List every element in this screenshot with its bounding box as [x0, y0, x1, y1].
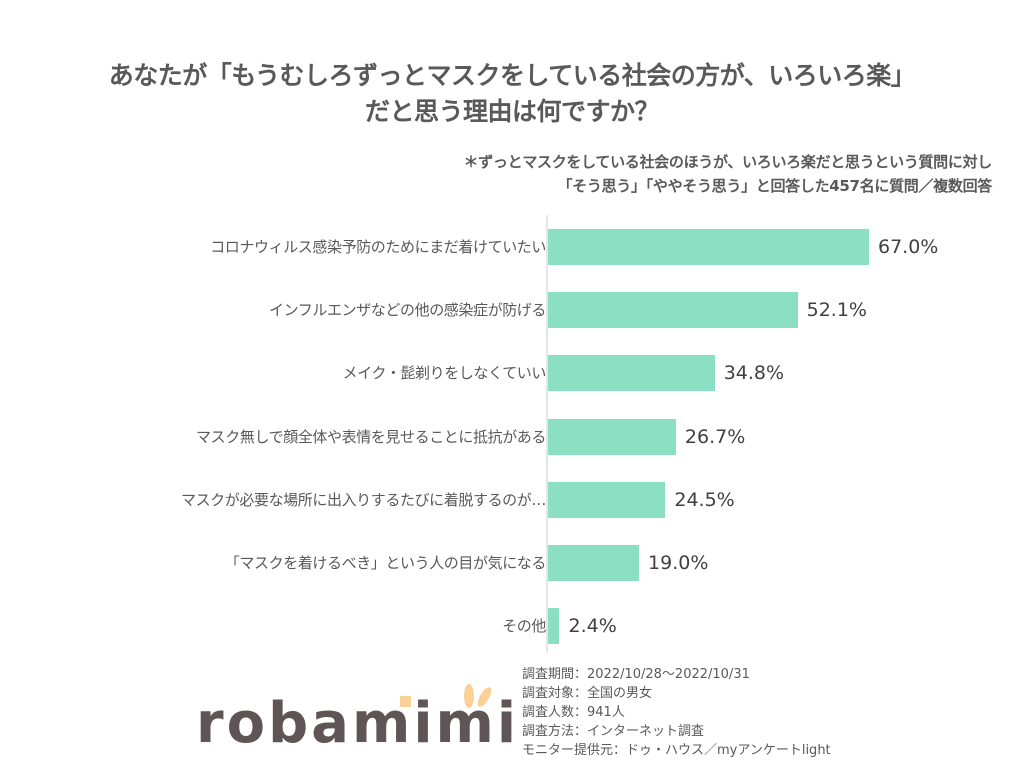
- bar: [548, 229, 869, 265]
- chart-row: その他 2.4%: [0, 608, 1024, 645]
- category-label: マスク無しで顔全体や表情を見せることに抵抗がある: [196, 427, 546, 446]
- chart-row: マスクが必要な場所に出入りするたびに着脱するのが… 24.5%: [0, 481, 1024, 518]
- value-label: 34.8%: [723, 362, 785, 385]
- category-label: インフルエンザなどの他の感染症が防げる: [269, 301, 546, 320]
- bar: [548, 418, 676, 455]
- survey-period: 調査期間：2022/10/28～2022/10/31: [522, 667, 750, 682]
- bar: [548, 481, 666, 518]
- bar: [548, 545, 640, 581]
- category-label: メイク・髭剃りをしなくていい: [342, 364, 547, 383]
- survey-provider: モニター提供元：ドゥ・ハウス／myアンケートlight: [522, 743, 831, 758]
- chart-title-line-2: だと思う理由は何ですか？: [364, 97, 660, 126]
- logo-wordmark: robamimi: [196, 691, 520, 756]
- survey-respondents: 調査人数：941人: [522, 705, 625, 720]
- category-axis-line: [546, 215, 548, 653]
- value-label: 2.4%: [568, 615, 617, 638]
- chart-row: マスク無しで顔全体や表情を見せることに抵抗がある 26.7%: [0, 418, 1024, 455]
- chart-title-line-1: あなたが「もうむしろずっとマスクをしている社会の方が、いろいろ楽」: [108, 61, 916, 90]
- chart-subtitle-note: ＊ずっとマスクをしている社会のほうが、いろいろ楽だと思うという質問に対し 「そう…: [463, 150, 993, 198]
- chart-row: 「マスクを着けるべき」という人の目が気になる 19.0%: [0, 545, 1024, 581]
- bunny-ear-icon: [464, 684, 474, 708]
- chart-row: メイク・髭剃りをしなくていい 34.8%: [0, 355, 1024, 392]
- logo-accent-dot-icon: [400, 696, 411, 707]
- value-label: 26.7%: [684, 425, 746, 448]
- robamimi-logo: robamimi: [196, 684, 516, 756]
- survey-method: 調査方法：インターネット調査: [522, 724, 705, 739]
- chart-title: あなたが「もうむしろずっとマスクをしている社会の方が、いろいろ楽」 だと思う理由…: [0, 58, 1024, 130]
- note-line-1: ＊ずっとマスクをしている社会のほうが、いろいろ楽だと思うという質問に対し: [463, 153, 993, 171]
- bar: [548, 355, 715, 392]
- note-line-2: 「そう思う」「ややそう思う」と回答した457名に質問／複数回答: [557, 177, 992, 195]
- chart-row: インフルエンザなどの他の感染症が防げる 52.1%: [0, 292, 1024, 329]
- bar: [548, 608, 560, 645]
- category-label: コロナウィルス感染予防のためにまだ着けていたい: [210, 238, 546, 256]
- value-label: 52.1%: [806, 299, 867, 322]
- chart-row: コロナウィルス感染予防のためにまだ着けていたい 67.0%: [0, 229, 1024, 265]
- category-label: その他: [502, 617, 546, 636]
- category-label: 「マスクを着けるべき」という人の目が気になる: [224, 554, 547, 572]
- survey-info: 調査期間：2022/10/28～2022/10/31 調査対象：全国の男女 調査…: [522, 665, 831, 760]
- bar: [548, 292, 798, 329]
- value-label: 19.0%: [648, 552, 709, 574]
- survey-target: 調査対象：全国の男女: [522, 686, 653, 701]
- value-label: 67.0%: [878, 236, 939, 258]
- category-label: マスクが必要な場所に出入りするたびに着脱するのが…: [180, 490, 546, 509]
- value-label: 24.5%: [674, 488, 735, 511]
